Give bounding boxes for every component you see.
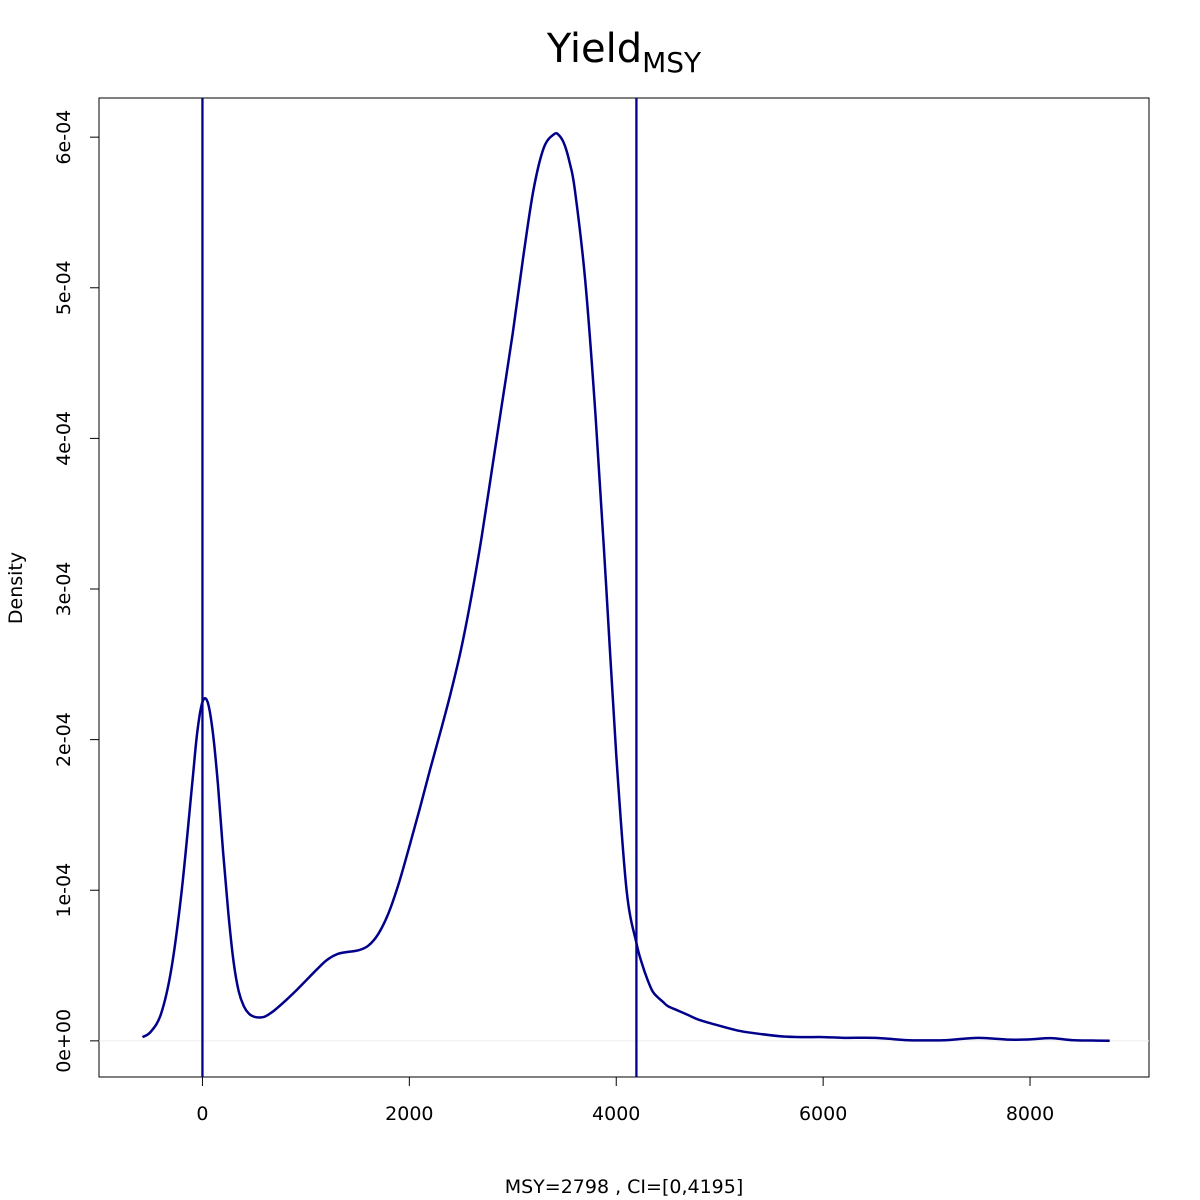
density-curve	[141, 132, 1110, 1042]
plot-area	[99, 98, 1149, 1077]
y-tick-label: 6e-04	[53, 110, 75, 165]
y-tick-label: 5e-04	[53, 260, 75, 315]
x-tick-label: 8000	[1006, 1103, 1054, 1125]
x-tick-label: 4000	[592, 1103, 640, 1125]
x-tick-label: 2000	[385, 1103, 433, 1125]
plot-frame	[98, 97, 1150, 1078]
y-axis-title: Density	[5, 552, 27, 624]
x-tick-label: 6000	[799, 1103, 847, 1125]
chart-title: YieldMSY	[546, 26, 702, 79]
y-tick-label: 0e+00	[53, 1009, 75, 1073]
x-axis-title: MSY=2798 , CI=[0,4195]	[505, 1176, 744, 1198]
y-tick-label: 3e-04	[53, 562, 75, 617]
y-axis: 0e+00 1e-04 2e-04 3e-04 4e-04 5e-04 6e-04	[53, 110, 99, 1073]
x-axis: 0 2000 4000 6000 8000	[196, 1077, 1054, 1125]
x-tick-label: 0	[196, 1103, 208, 1125]
y-tick-label: 1e-04	[53, 863, 75, 918]
y-tick-label: 2e-04	[53, 712, 75, 767]
y-tick-label: 4e-04	[53, 411, 75, 466]
